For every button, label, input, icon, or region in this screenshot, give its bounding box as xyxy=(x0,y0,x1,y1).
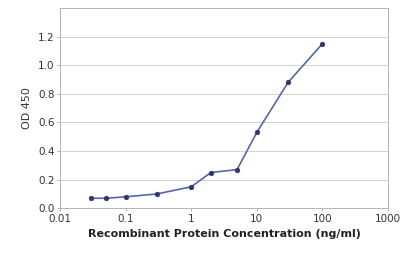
X-axis label: Recombinant Protein Concentration (ng/ml): Recombinant Protein Concentration (ng/ml… xyxy=(88,229,360,239)
Y-axis label: OD 450: OD 450 xyxy=(22,87,32,129)
